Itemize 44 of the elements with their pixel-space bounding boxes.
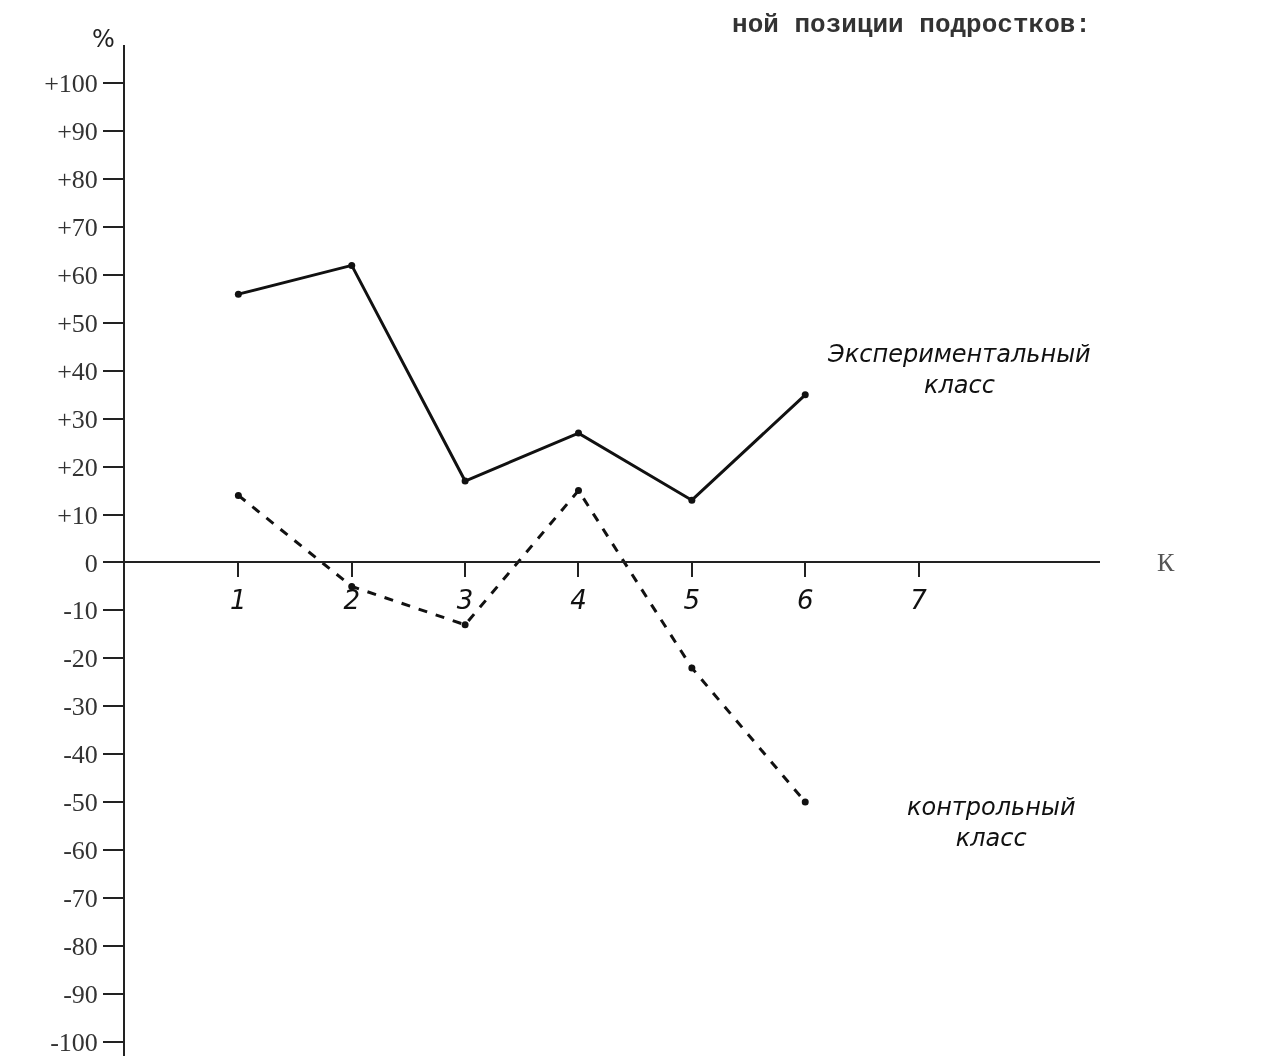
x-tick-label: 7 [910,584,928,615]
y-tick-label: +40 [57,356,98,386]
y-tick-label: -100 [50,1027,98,1057]
point [801,391,809,399]
point [688,496,696,504]
point [574,487,582,495]
point [461,621,469,629]
y-tick-label: -90 [63,979,98,1009]
y-tick-label: 0 [84,548,98,578]
chart-title: ной позиции подростков: [732,10,1091,41]
y-tick-label: +30 [57,404,98,434]
y-tick-label: -30 [63,692,98,722]
x-tick-label: 3 [456,584,474,615]
y-tick-label: -60 [63,836,98,866]
y-tick-label: -70 [63,883,98,913]
point [234,491,242,499]
y-tick-label: -20 [63,644,98,674]
point [574,429,582,437]
point [688,664,696,672]
x-tick-label: 4 [570,584,587,615]
y-axis-title: % [92,25,115,53]
x-axis-title: К [1157,548,1175,577]
point [234,290,242,298]
y-tick-label: -10 [63,596,98,626]
y-tick-label: -50 [63,788,98,818]
x-tick-label: 5 [683,584,701,615]
x-tick-label: 2 [343,584,361,615]
y-tick-label: +50 [57,309,98,339]
y-tick-label: +20 [57,452,98,482]
y-tick-label: -40 [63,740,98,770]
y-tick-label: +90 [57,117,98,147]
series-label: Экспериментальный класс [827,340,1091,400]
y-tick-label: +70 [57,213,98,243]
point [801,798,809,806]
x-tick-label: 1 [230,584,247,615]
y-tick-label: +10 [57,500,98,530]
x-tick-label: 6 [796,584,814,615]
y-tick-label: +60 [57,261,98,291]
y-tick-label: +100 [44,69,98,99]
point [461,477,469,485]
point [348,261,356,269]
y-tick-label: -80 [63,931,98,961]
y-tick-label: +80 [57,165,98,195]
text: контрольный класс [907,793,1076,853]
